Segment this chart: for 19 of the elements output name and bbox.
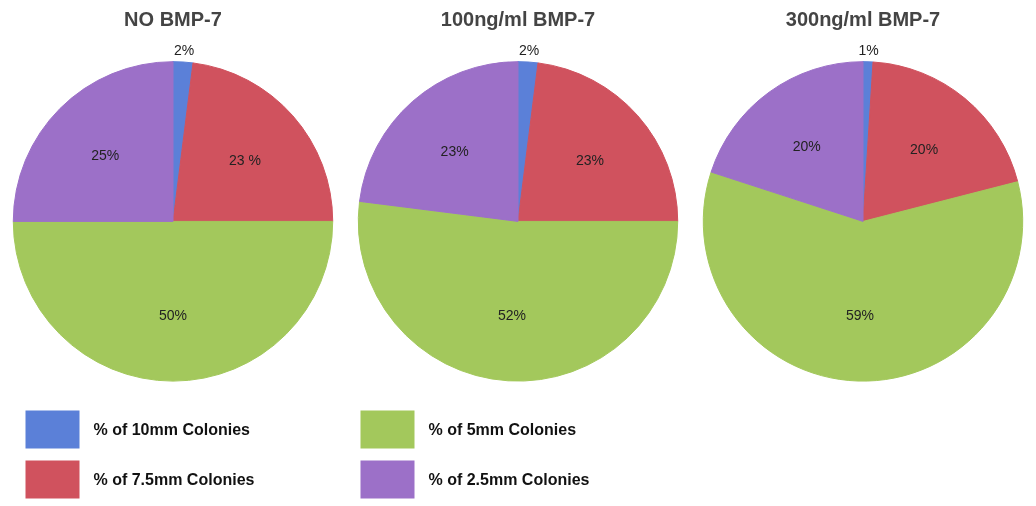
data-label: 25% bbox=[91, 147, 120, 164]
legend-label: % of 2.5mm Colonies bbox=[428, 471, 590, 488]
legend-label: % of 5mm Colonies bbox=[428, 421, 577, 438]
data-label: 20% bbox=[910, 141, 939, 158]
chart-title: NO BMP-7 bbox=[124, 7, 222, 30]
data-label: 59% bbox=[845, 306, 875, 323]
data-label: 23% bbox=[440, 143, 469, 160]
data-label: 2% bbox=[518, 42, 540, 59]
legend-label: % of 10mm Colonies bbox=[93, 421, 251, 438]
data-label: 1% bbox=[858, 42, 879, 59]
data-label: 52% bbox=[497, 306, 526, 323]
legend-label: % of 7.5mm Colonies bbox=[93, 471, 255, 488]
chart-title: 100ng/ml BMP-7 bbox=[440, 7, 596, 30]
data-label: 20% bbox=[792, 137, 821, 154]
data-label: 50% bbox=[158, 306, 188, 323]
data-label: 23 % bbox=[228, 151, 261, 168]
chart-title: 300ng/ml BMP-7 bbox=[785, 7, 941, 30]
data-label: 23% bbox=[575, 151, 604, 168]
data-label: 2% bbox=[173, 42, 195, 59]
